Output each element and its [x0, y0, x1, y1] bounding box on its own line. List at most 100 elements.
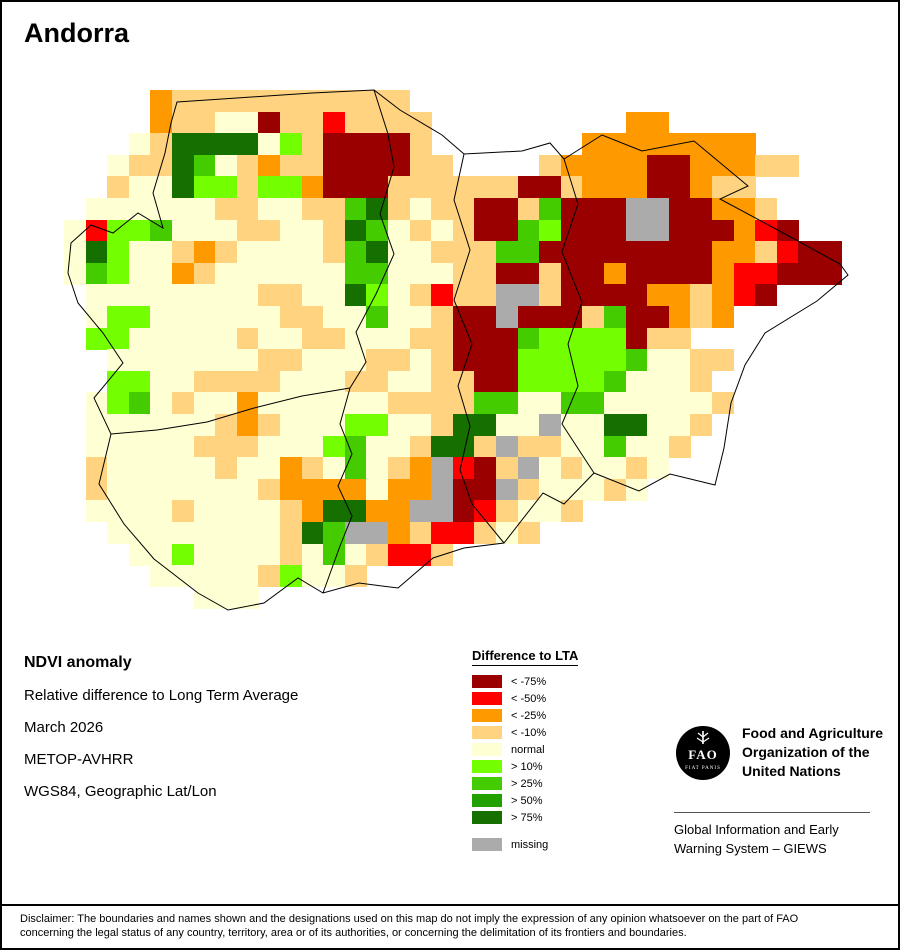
raster-cell — [301, 478, 324, 501]
raster-cell — [560, 478, 583, 501]
country-boundary — [67, 89, 849, 611]
raster-cell — [280, 435, 303, 458]
raster-cell — [517, 349, 540, 372]
raster-cell — [323, 435, 346, 458]
raster-cell — [431, 306, 454, 329]
raster-cell — [496, 522, 519, 545]
raster-cell — [668, 392, 691, 415]
raster-cell — [258, 154, 281, 177]
raster-cell — [712, 306, 735, 329]
raster-cell — [280, 241, 303, 264]
raster-cell — [409, 327, 432, 350]
raster-cell — [560, 241, 583, 264]
raster-cell — [107, 306, 130, 329]
raster-cell — [193, 241, 216, 264]
raster-cell — [280, 154, 303, 177]
raster-cell — [690, 219, 713, 242]
raster-cell — [625, 457, 648, 480]
raster-cell — [431, 284, 454, 307]
raster-cell — [107, 478, 130, 501]
raster-cell — [755, 198, 778, 221]
raster-cell — [474, 176, 497, 199]
raster-cell — [128, 133, 151, 156]
raster-cell — [280, 349, 303, 372]
raster-cell — [301, 262, 324, 285]
raster-cell — [215, 435, 238, 458]
legend-row: < -25% — [472, 709, 578, 722]
raster-cell — [280, 198, 303, 221]
raster-cell — [215, 522, 238, 545]
raster-cell — [172, 284, 195, 307]
raster-cell — [755, 262, 778, 285]
raster-cell — [539, 241, 562, 264]
raster-cell — [344, 349, 367, 372]
giews-line: Global Information and Early — [674, 822, 839, 837]
raster-cell — [582, 133, 605, 156]
raster-cell — [301, 414, 324, 437]
raster-cell — [755, 219, 778, 242]
raster-cell — [539, 500, 562, 523]
raster-cell — [431, 370, 454, 393]
raster-cell — [733, 219, 756, 242]
raster-cell — [582, 306, 605, 329]
raster-cell — [755, 284, 778, 307]
raster-cell — [647, 327, 670, 350]
legend-label: normal — [511, 743, 545, 756]
raster-cell — [560, 154, 583, 177]
raster-cell — [215, 219, 238, 242]
raster-cell — [172, 306, 195, 329]
raster-cell — [150, 219, 173, 242]
raster-cell — [409, 198, 432, 221]
raster-cell — [366, 522, 389, 545]
raster-cell — [323, 133, 346, 156]
raster-cell — [236, 500, 259, 523]
raster-cell — [193, 478, 216, 501]
raster-cell — [85, 284, 108, 307]
raster-cell — [668, 133, 691, 156]
raster-cell — [128, 219, 151, 242]
raster-cell — [474, 241, 497, 264]
legend-row: < -10% — [472, 726, 578, 739]
raster-cell — [215, 90, 238, 113]
raster-cell — [172, 370, 195, 393]
raster-cell — [258, 111, 281, 134]
raster-cell — [193, 284, 216, 307]
raster-cell — [323, 241, 346, 264]
raster-cell — [193, 370, 216, 393]
raster-cell — [172, 478, 195, 501]
raster-cell — [258, 370, 281, 393]
raster-cell — [366, 478, 389, 501]
raster-cell — [366, 349, 389, 372]
raster-cell — [323, 198, 346, 221]
raster-cell — [344, 219, 367, 242]
raster-cell — [496, 262, 519, 285]
raster-cell — [409, 435, 432, 458]
raster-cell — [776, 219, 799, 242]
raster-cell — [647, 349, 670, 372]
raster-cell — [690, 241, 713, 264]
raster-cell — [690, 133, 713, 156]
raster-cell — [193, 349, 216, 372]
legend-label: > 10% — [511, 760, 543, 773]
raster-cell — [690, 198, 713, 221]
raster-cell — [690, 176, 713, 199]
raster-cell — [474, 262, 497, 285]
raster-cell — [776, 154, 799, 177]
raster-cell — [604, 176, 627, 199]
raster-cell — [388, 349, 411, 372]
raster-cell — [258, 414, 281, 437]
raster-cell — [215, 154, 238, 177]
raster-cell — [496, 500, 519, 523]
raster-cell — [409, 414, 432, 437]
raster-cell — [560, 219, 583, 242]
raster-cell — [388, 176, 411, 199]
raster-cell — [582, 392, 605, 415]
raster-cell — [107, 241, 130, 264]
raster-cell — [236, 176, 259, 199]
fao-org-line: Food and Agriculture — [742, 725, 884, 741]
raster-cell — [236, 457, 259, 480]
legend-row: missing — [472, 838, 578, 851]
raster-cell — [215, 457, 238, 480]
raster-cell — [172, 327, 195, 350]
raster-cell — [366, 435, 389, 458]
